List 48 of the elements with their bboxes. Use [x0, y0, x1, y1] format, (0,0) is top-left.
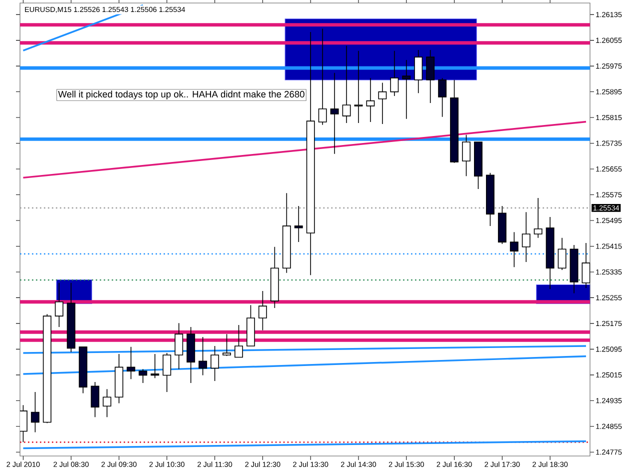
candlestick	[414, 50, 423, 94]
candlestick	[462, 134, 470, 176]
candlestick	[234, 324, 243, 358]
candlestick	[498, 206, 506, 244]
candlestick	[450, 79, 459, 164]
candlestick	[102, 388, 112, 418]
candlestick	[20, 404, 28, 443]
candlestick	[30, 392, 40, 433]
candlestick	[162, 352, 172, 392]
candlestick	[354, 50, 363, 124]
candlestick	[318, 28, 327, 126]
candlestick	[570, 244, 578, 294]
candlestick	[366, 78, 375, 122]
candlestick	[426, 50, 435, 104]
candlestick	[306, 32, 315, 276]
candlestick	[534, 198, 542, 238]
candlestick	[54, 282, 64, 328]
candlestick	[258, 290, 267, 331]
candlestick	[174, 322, 184, 370]
candlestick	[282, 192, 291, 274]
candlestick	[42, 314, 52, 424]
candlestick	[246, 304, 255, 346]
candlestick	[138, 368, 148, 384]
candlestick	[198, 336, 208, 376]
candlestick	[486, 172, 494, 226]
candlestick	[66, 282, 76, 352]
candlestick	[210, 346, 220, 382]
candlestick	[270, 246, 279, 308]
candlestick	[510, 232, 518, 268]
candlestick	[186, 326, 196, 384]
candlestick	[390, 50, 399, 96]
candlestick	[342, 45, 351, 124]
candlestick	[150, 354, 160, 379]
candlestick	[126, 346, 136, 380]
candlestick	[222, 334, 231, 356]
candlestick	[114, 354, 124, 404]
annotation: Well it picked todays top up ok.. HAHA didnt make the 2680	[58, 90, 304, 100]
candlestick	[438, 78, 447, 118]
candlestick	[474, 142, 482, 190]
candlestick	[90, 382, 100, 418]
candlestick	[78, 346, 88, 394]
candlestick	[558, 237, 566, 270]
candlestick	[546, 216, 554, 290]
candlestick	[330, 72, 339, 154]
candlestick	[378, 82, 387, 124]
candlestick	[294, 206, 303, 242]
candlestick	[522, 212, 530, 262]
candlestick	[402, 60, 411, 120]
